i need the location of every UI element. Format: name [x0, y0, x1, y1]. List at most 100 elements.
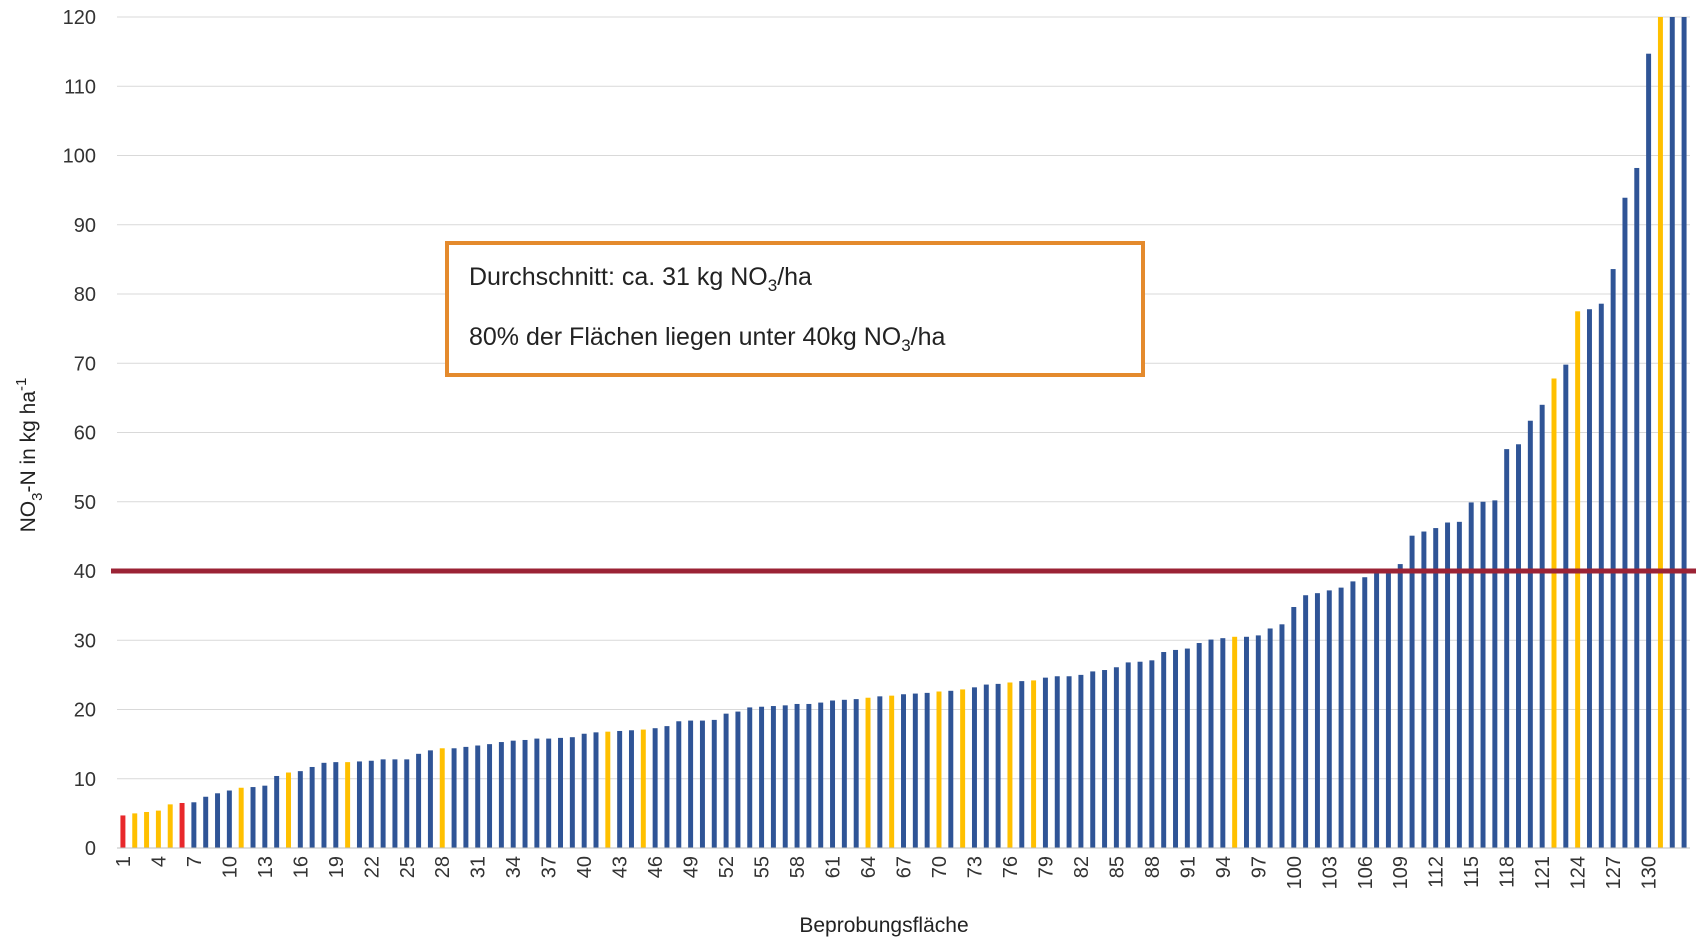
bar	[912, 693, 918, 848]
bar	[1516, 444, 1521, 848]
y-tick-label: 10	[74, 769, 96, 791]
bar	[1468, 502, 1474, 848]
bar	[747, 707, 753, 848]
x-tick-label: 118	[1497, 856, 1519, 888]
bar	[1279, 624, 1285, 848]
bar	[203, 796, 209, 848]
x-tick-label: 37	[539, 856, 561, 878]
bar	[1445, 522, 1451, 848]
bar	[877, 696, 883, 848]
bar	[1374, 571, 1380, 848]
y-tick-label: 110	[64, 76, 96, 98]
bar	[1669, 17, 1675, 848]
bar	[699, 720, 705, 848]
x-tick-label: 43	[610, 856, 632, 878]
bar	[1326, 590, 1332, 848]
bar	[1598, 303, 1604, 848]
x-tick-label: 64	[858, 856, 880, 878]
bar	[286, 772, 291, 848]
bar	[1090, 671, 1096, 848]
bar	[1031, 680, 1037, 848]
bar	[628, 730, 634, 848]
x-tick-label: 100	[1284, 856, 1306, 889]
bar	[321, 762, 327, 848]
x-tick-label: 82	[1071, 856, 1093, 878]
bar	[1054, 676, 1060, 848]
bar	[1314, 593, 1320, 848]
bar	[498, 742, 504, 848]
bar	[333, 762, 339, 848]
bar	[782, 705, 788, 848]
bar	[581, 733, 587, 848]
y-gridlines	[117, 16, 1690, 780]
bar	[1291, 607, 1297, 848]
x-tick-label: 7	[184, 856, 206, 867]
x-tick-label: 130	[1639, 856, 1661, 889]
bar	[1267, 628, 1273, 848]
bar	[794, 703, 800, 848]
bar	[1019, 681, 1025, 848]
annotation-box: Durchschnitt: ca. 31 kg NO3/ha 80% der F…	[445, 241, 1145, 377]
bar	[1586, 309, 1592, 848]
bar	[901, 694, 906, 848]
x-tick-label: 121	[1532, 856, 1554, 889]
x-tick-label: 49	[681, 856, 703, 878]
x-tick-label: 55	[752, 856, 774, 878]
bar	[1527, 420, 1533, 848]
x-tick-label: 31	[468, 856, 490, 878]
bar	[806, 703, 812, 848]
y-tick-label: 0	[85, 838, 96, 860]
bar	[1184, 648, 1190, 848]
bar	[569, 737, 575, 848]
x-tick-label: 40	[574, 856, 596, 878]
x-tick-label: 109	[1390, 856, 1412, 889]
bar	[1338, 587, 1344, 848]
bar	[487, 744, 493, 849]
bar	[1350, 581, 1356, 848]
bar	[1563, 364, 1569, 848]
y-tick-label: 50	[74, 492, 96, 514]
bar	[1657, 17, 1663, 848]
y-tick-label: 70	[74, 353, 96, 375]
bar	[924, 692, 930, 848]
bar	[841, 699, 847, 848]
bar	[1397, 564, 1403, 848]
bar	[250, 787, 256, 848]
bar	[132, 813, 138, 849]
bar	[1646, 53, 1652, 848]
x-tick-label: 103	[1319, 856, 1341, 889]
bar	[120, 815, 126, 848]
y-tick-label: 80	[74, 284, 96, 306]
y-tick-label: 20	[74, 700, 96, 722]
bar	[392, 759, 398, 848]
x-tick-label: 52	[716, 856, 738, 878]
x-tick-label: 19	[326, 856, 348, 878]
x-tick-label: 127	[1603, 856, 1625, 889]
bar	[1007, 682, 1013, 848]
x-tick-label: 76	[1000, 856, 1022, 878]
bar	[1539, 404, 1545, 848]
bar	[865, 697, 871, 848]
annotation-average: Durchschnitt: ca. 31 kg NO3/ha	[469, 263, 812, 295]
bar	[1137, 661, 1143, 848]
x-tick-label: 124	[1568, 856, 1590, 889]
x-tick-label: 106	[1355, 856, 1377, 889]
bar	[451, 748, 457, 848]
x-tick-label: 25	[397, 856, 419, 878]
bar	[617, 730, 623, 848]
bar	[1681, 17, 1687, 848]
bar	[1255, 635, 1261, 848]
bar	[1244, 636, 1249, 848]
bar	[297, 771, 303, 848]
x-tick-label: 85	[1106, 856, 1128, 878]
x-tick-label: 67	[894, 856, 916, 878]
x-tick-label: 91	[1177, 856, 1199, 878]
bar	[1433, 528, 1439, 848]
bar	[463, 746, 469, 848]
bar	[1303, 595, 1309, 848]
bar	[1042, 677, 1048, 848]
bar	[274, 775, 280, 848]
bar	[889, 695, 895, 848]
bar	[995, 683, 1001, 848]
bar	[983, 684, 989, 848]
